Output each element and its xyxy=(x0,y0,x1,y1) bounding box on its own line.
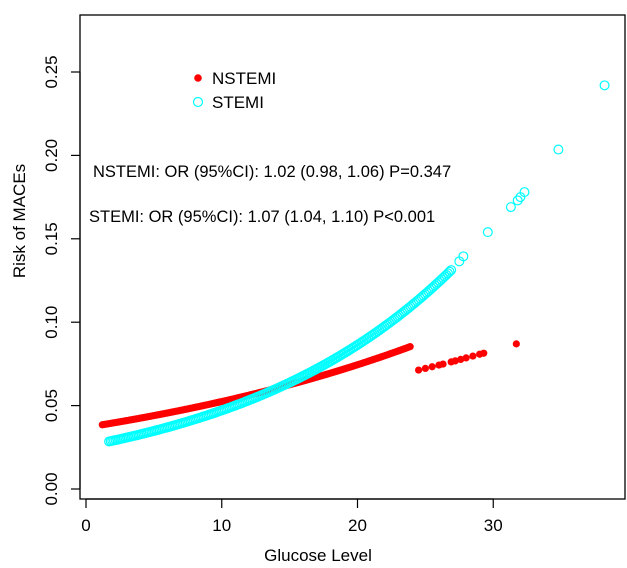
points-layer xyxy=(98,80,610,447)
stemi-point xyxy=(599,80,610,91)
nstemi-point xyxy=(451,357,459,365)
stemi-point xyxy=(553,144,564,155)
nstemi-point xyxy=(457,355,465,363)
legend-marker-stemi xyxy=(192,96,204,108)
nstemi-point xyxy=(469,352,477,360)
stemi-point xyxy=(519,187,530,198)
y-tick-label: 0.05 xyxy=(42,389,61,422)
legend-label-nstemi: NSTEMI xyxy=(212,69,276,88)
stemi-point xyxy=(446,265,457,276)
nstemi-point xyxy=(512,340,520,348)
y-tick-label: 0.25 xyxy=(42,55,61,88)
legend: NSTEMI STEMI xyxy=(192,69,276,112)
nstemi-point xyxy=(406,343,414,351)
nstemi-point xyxy=(480,349,488,357)
stemi-point xyxy=(505,202,516,213)
stemi-point xyxy=(444,266,455,277)
legend-label-stemi: STEMI xyxy=(212,93,264,112)
nstemi-point xyxy=(439,360,447,368)
x-axis-label: Glucose Level xyxy=(264,546,372,565)
y-axis-label: Risk of MACEs xyxy=(10,164,29,278)
x-tick-label: 30 xyxy=(484,516,503,535)
axes-layer: 0 10 20 30 0.00 0.05 0.10 0.15 0.20 0.25 xyxy=(42,55,503,535)
x-tick-label: 0 xyxy=(81,516,90,535)
nstemi-point xyxy=(421,364,429,373)
x-tick-label: 10 xyxy=(212,516,231,535)
stemi-point xyxy=(482,227,493,238)
y-tick-label: 0.10 xyxy=(42,306,61,339)
stemi-point xyxy=(512,195,523,206)
x-tick-label: 20 xyxy=(348,516,367,535)
nstemi-point xyxy=(462,354,470,362)
y-tick-label: 0.20 xyxy=(42,139,61,172)
nstemi-point xyxy=(428,363,436,371)
y-tick-label: 0.15 xyxy=(42,222,61,255)
legend-marker-nstemi xyxy=(194,74,202,82)
nstemi-point xyxy=(414,366,423,374)
annotation-nstemi: NSTEMI: OR (95%CI): 1.02 (0.98, 1.06) P=… xyxy=(93,163,451,181)
stemi-point xyxy=(442,268,453,279)
y-tick-label: 0.00 xyxy=(42,472,61,505)
annotation-stemi: STEMI: OR (95%CI): 1.07 (1.04, 1.10) P<0… xyxy=(89,208,435,226)
stemi-point xyxy=(458,251,469,262)
